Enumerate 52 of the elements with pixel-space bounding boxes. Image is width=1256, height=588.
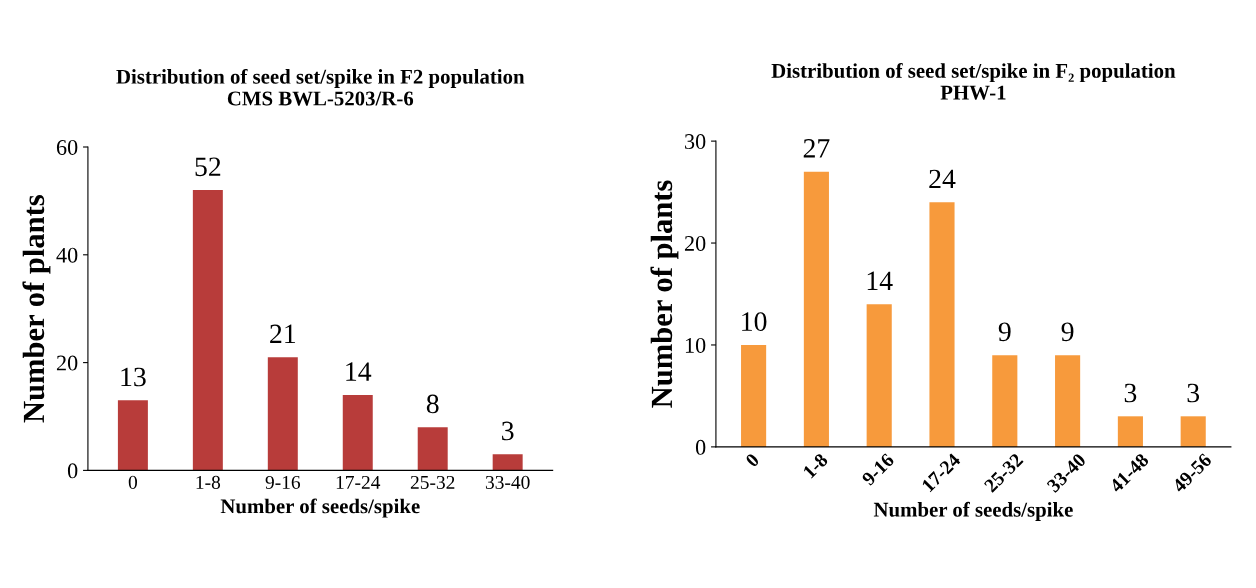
bar bbox=[803, 171, 829, 447]
bar bbox=[929, 202, 955, 447]
x-tick-label: 1-8 bbox=[802, 452, 829, 479]
bar bbox=[866, 304, 892, 447]
bar bbox=[342, 394, 373, 471]
bar bbox=[1055, 355, 1081, 447]
data-label: 14 bbox=[346, 362, 372, 381]
bar bbox=[192, 190, 223, 471]
bar bbox=[267, 357, 298, 471]
chart-subtitle: PHW-1 bbox=[940, 85, 1006, 100]
x-tick-label: 33-40 bbox=[485, 475, 530, 489]
data-label: 27 bbox=[803, 139, 830, 158]
bar bbox=[741, 344, 767, 447]
data-label: 24 bbox=[929, 169, 956, 189]
chart-title: Distribution of seed set/spike in F₂ population bbox=[771, 63, 1176, 83]
data-label: 3 bbox=[502, 421, 514, 441]
bar bbox=[117, 400, 148, 471]
data-label: 14 bbox=[867, 271, 893, 290]
data-label: 21 bbox=[270, 324, 296, 343]
chart-subtitle: CMS BWL-5203/R-6 bbox=[227, 91, 414, 106]
y-tick-label: 60 bbox=[56, 139, 78, 155]
y-tick-label: 30 bbox=[685, 134, 706, 150]
x-tick-label: 0 bbox=[128, 475, 138, 489]
y-tick-label: 10 bbox=[685, 337, 706, 353]
bar bbox=[492, 454, 523, 471]
y-tick-label: 40 bbox=[56, 247, 78, 263]
data-label: 52 bbox=[195, 157, 221, 177]
y-axis-title: Number of plants bbox=[22, 195, 51, 423]
data-label: 9 bbox=[1061, 322, 1074, 342]
chart-title: Distribution of seed set/spike in F2 population bbox=[116, 68, 525, 88]
data-label: 3 bbox=[1187, 383, 1200, 403]
x-tick-label: 25-32 bbox=[410, 475, 455, 489]
bar bbox=[1117, 416, 1143, 447]
y-tick-label: 20 bbox=[684, 235, 706, 251]
bar bbox=[1180, 416, 1206, 447]
y-tick-label: 20 bbox=[56, 355, 78, 371]
x-tick-label: 17-24 bbox=[336, 475, 381, 489]
data-label: 3 bbox=[1124, 383, 1137, 403]
data-label: 13 bbox=[121, 367, 146, 387]
x-axis-title: Number of seeds/spike bbox=[873, 501, 1073, 521]
bar bbox=[417, 427, 448, 471]
data-label: 9 bbox=[998, 322, 1011, 342]
bar bbox=[992, 355, 1018, 447]
data-label: 8 bbox=[426, 394, 439, 414]
y-axis-title: Number of plants bbox=[650, 180, 679, 408]
x-tick-label: 9-16 bbox=[861, 452, 895, 487]
y-tick-label: 0 bbox=[695, 439, 706, 455]
x-axis-title: Number of seeds/spike bbox=[220, 498, 420, 518]
data-label: 10 bbox=[742, 312, 767, 331]
x-tick-label: 1-8 bbox=[196, 475, 221, 489]
x-tick-label: 0 bbox=[744, 452, 760, 468]
x-tick-label: 9-16 bbox=[265, 475, 301, 489]
